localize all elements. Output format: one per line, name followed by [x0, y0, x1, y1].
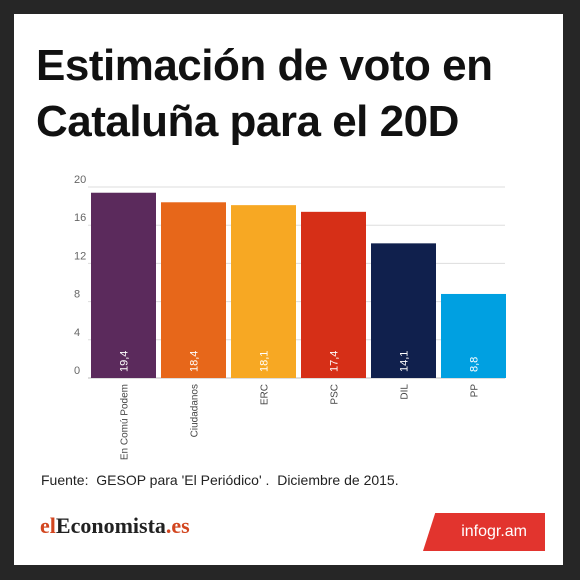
y-tick-label: 0: [74, 365, 80, 377]
brand-suffix: .es: [165, 513, 190, 538]
brand-prefix: el: [40, 513, 56, 538]
bar: [301, 211, 366, 378]
x-tick-label: En Comú Podem: [120, 384, 131, 460]
x-tick-label: DIL: [400, 384, 411, 400]
data-label: 18,4: [189, 351, 201, 372]
y-tick-label: 8: [74, 289, 80, 301]
source-note: Fuente: GESOP para 'El Periódico' . Dici…: [41, 472, 399, 488]
data-label: 8,8: [469, 357, 481, 372]
x-tick-label: Ciudadanos: [190, 384, 201, 437]
brand-name: Economista: [55, 513, 166, 538]
y-tick-label: 4: [74, 327, 80, 339]
bar: [231, 205, 296, 378]
y-tick-label: 12: [74, 250, 86, 262]
chart-title: Estimación de voto en Cataluña para el 2…: [36, 41, 493, 146]
y-tick-label: 16: [74, 212, 86, 224]
x-tick-label: PSC: [330, 384, 341, 405]
data-label: 18,1: [259, 351, 271, 372]
data-label: 17,4: [329, 351, 341, 372]
brand-logo[interactable]: elEconomista.es: [40, 513, 190, 539]
y-tick-label: 20: [74, 174, 86, 186]
data-label: 19,4: [119, 351, 131, 372]
bar: [91, 192, 156, 378]
bar: [371, 243, 436, 378]
bar-chart: 0 4 8 12 16 20 19,4 En Comú Podem 18,4 Ciudadanos…: [74, 174, 506, 460]
x-tick-label: ERC: [260, 384, 271, 405]
infogram-badge[interactable]: infogr.am: [423, 513, 545, 551]
bar: [441, 293, 506, 378]
bar: [161, 202, 226, 378]
data-label: 14,1: [399, 351, 411, 372]
x-tick-label: PP: [470, 384, 481, 398]
